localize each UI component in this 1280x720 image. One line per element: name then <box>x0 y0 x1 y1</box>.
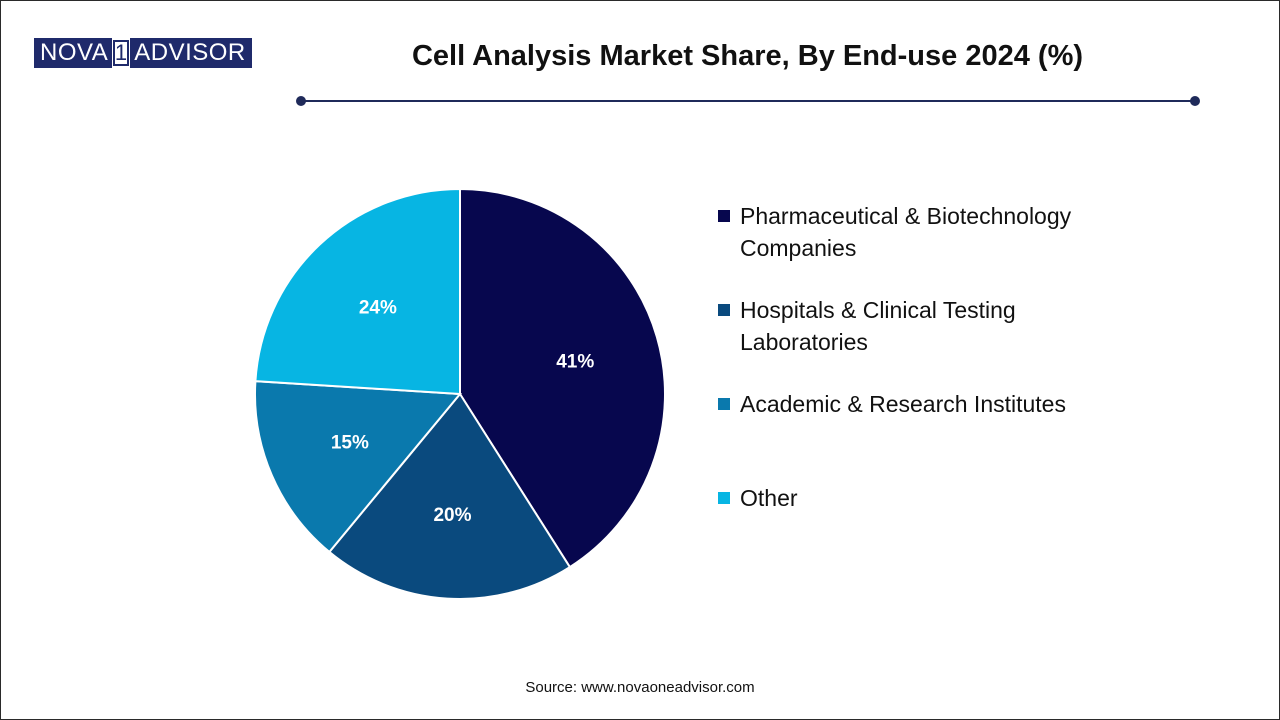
pie-slice-academic <box>254 380 463 554</box>
pie-slice-other <box>254 187 461 396</box>
pie-slice-labels: 41% 20% 15% 24% <box>331 298 594 526</box>
legend-item-hospitals: Hospitals & Clinical Testing Laboratorie… <box>718 294 1016 358</box>
legend-label-pharma: Pharmaceutical & Biotechnology Companies <box>740 200 1071 264</box>
legend-label-hospitals-line2: Laboratories <box>740 329 868 355</box>
pie-label-other: 24% <box>359 298 397 319</box>
logo-nova-text: NOVA <box>34 38 113 68</box>
legend-label-hospitals-line1: Hospitals & Clinical Testing <box>740 297 1016 323</box>
legend-swatch-academic <box>718 398 730 410</box>
underline-right-dot <box>1190 96 1200 106</box>
logo-advisor-text: ADVISOR <box>130 38 252 68</box>
pie-label-academic: 15% <box>331 433 369 454</box>
legend-swatch-hospitals <box>718 304 730 316</box>
legend-label-pharma-line2: Companies <box>740 235 857 261</box>
legend-swatch-other <box>718 492 730 504</box>
legend-label-pharma-line1: Pharmaceutical & Biotechnology <box>740 203 1072 229</box>
underline-left-dot <box>296 96 306 106</box>
legend-item-pharma: Pharmaceutical & Biotechnology Companies <box>718 200 1071 264</box>
legend-label-other: Other <box>740 485 798 511</box>
pie-label-pharma: 41% <box>556 352 594 373</box>
legend-label-academic: Academic & Research Institutes <box>740 391 1066 417</box>
legend-item-other: Other <box>718 482 798 514</box>
chart-title: Cell Analysis Market Share, By End-use 2… <box>411 40 1084 72</box>
logo-one-mark: 1 <box>113 40 130 66</box>
pie-slice-hospitals <box>327 392 572 600</box>
legend-item-academic: Academic & Research Institutes <box>718 388 1066 420</box>
pie-slice-pharma <box>459 187 666 569</box>
legend-label-hospitals: Hospitals & Clinical Testing Laboratorie… <box>740 294 1016 358</box>
pie-label-hospitals: 20% <box>433 505 471 526</box>
brand-logo: NOVA 1 ADVISOR <box>34 38 252 68</box>
title-underline <box>300 100 1195 102</box>
pie-slices <box>254 187 666 600</box>
legend-swatch-pharma <box>718 210 730 222</box>
source-note: Source: www.novaoneadvisor.com <box>525 679 755 696</box>
